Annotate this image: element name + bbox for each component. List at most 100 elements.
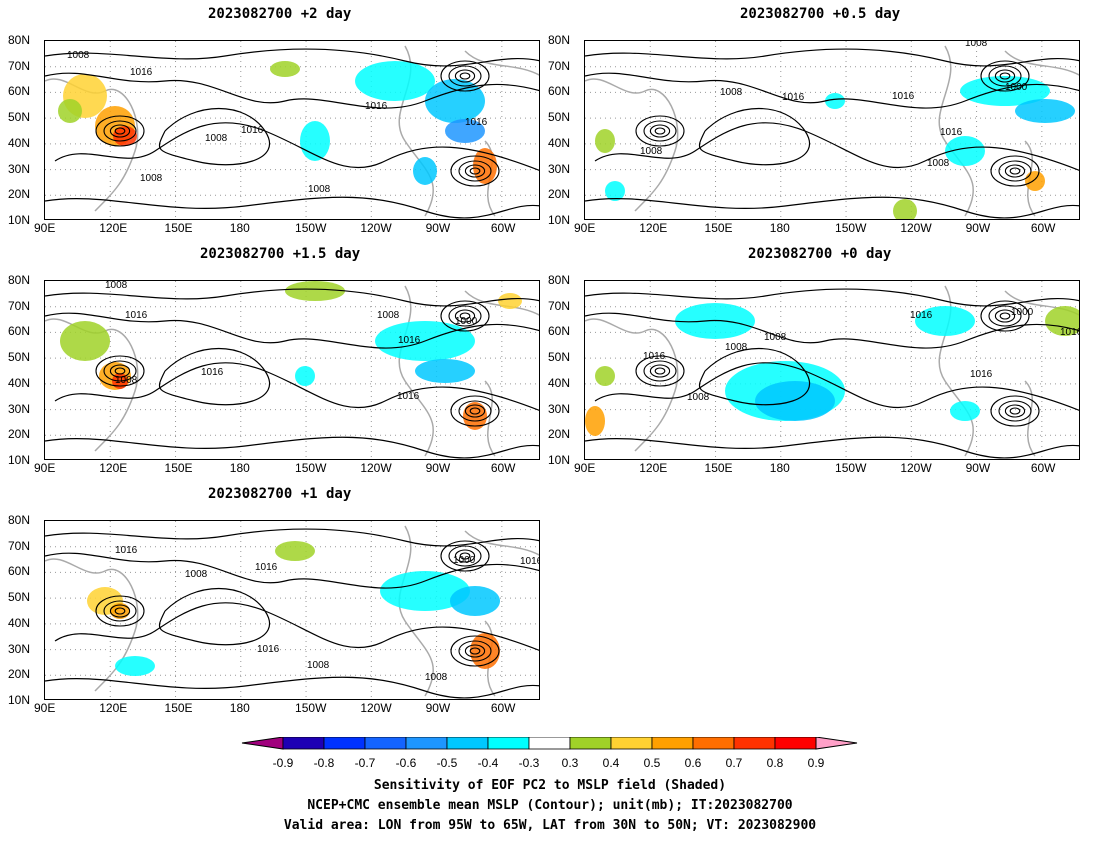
- colorbar-label: -0.4: [477, 756, 499, 770]
- colorbar-label: 0.9: [807, 756, 825, 770]
- colorbar-segment: [815, 737, 858, 750]
- lon-tick-label: 150W: [295, 701, 327, 715]
- low-pressure-contour: [464, 644, 486, 658]
- contour-label: 1008: [425, 672, 448, 683]
- contour-label: 1016: [520, 556, 540, 567]
- low-pressure-contour: [990, 395, 1040, 427]
- sensitivity-shading: [1025, 171, 1045, 191]
- sensitivity-shading: [60, 321, 110, 361]
- sensitivity-shading: [498, 293, 522, 309]
- low-pressure-contour: [1004, 404, 1026, 418]
- mslp-contour: [158, 107, 271, 166]
- lon-tick-label: 120E: [99, 701, 128, 715]
- lat-tick-label: 20N: [8, 427, 31, 442]
- contour-label: 1016: [257, 644, 280, 655]
- sensitivity-shading: [463, 402, 487, 430]
- sensitivity-shading: [425, 79, 485, 123]
- contour-label: 1016: [940, 127, 963, 138]
- colorbar-segment: [323, 737, 366, 750]
- sensitivity-shading: [285, 281, 345, 301]
- low-pressure-contour: [635, 355, 685, 387]
- lon-tick-label: 120W: [360, 701, 392, 715]
- map-plot: 1008 1016 1008 1016 1008 1016 1000 1016: [44, 280, 540, 460]
- lon-tick-label: 120E: [639, 221, 668, 235]
- lat-tick-label: 40N: [548, 375, 571, 390]
- low-pressure-contour: [998, 160, 1032, 182]
- low-pressure-contour: [990, 155, 1040, 187]
- low-pressure-contour: [459, 72, 471, 80]
- lon-tick-label: 150E: [704, 461, 733, 475]
- lat-tick-label: 50N: [548, 350, 571, 365]
- lat-tick-label: 80N: [8, 273, 31, 287]
- low-pressure-contour: [654, 127, 666, 135]
- colorbar-segment: [405, 737, 448, 750]
- low-pressure-contour: [448, 305, 482, 327]
- lon-tick-label: 90W: [425, 221, 451, 235]
- low-pressure-contour: [103, 360, 137, 382]
- lon-tick-label: 90E: [34, 221, 56, 235]
- low-pressure-contour: [109, 364, 131, 378]
- sensitivity-shading: [605, 181, 625, 201]
- mslp-contour: [45, 676, 539, 699]
- low-pressure-contour: [454, 69, 476, 83]
- contour-label: 1008: [965, 40, 988, 49]
- lon-tick-label: 120E: [99, 461, 128, 475]
- contour-label: 1016: [970, 369, 993, 380]
- low-pressure-contour: [469, 167, 481, 175]
- low-pressure-contour: [654, 367, 666, 375]
- colorbar-segment: [692, 737, 735, 750]
- contour-label: 1008: [105, 280, 128, 291]
- sensitivity-shading: [450, 586, 500, 616]
- mslp-contour: [45, 48, 539, 67]
- panel-title: 2023082700 +1.5 day: [200, 246, 361, 262]
- lat-tick-label: 30N: [548, 161, 571, 176]
- contour-label: 1000: [1011, 307, 1034, 318]
- mslp-contour: [585, 48, 1079, 67]
- mslp-contour: [45, 552, 539, 589]
- colorbar-segment: [733, 737, 776, 750]
- mslp-contour: [585, 312, 1079, 349]
- lat-tick-label: 20N: [548, 427, 571, 442]
- mslp-contour: [158, 347, 271, 406]
- low-pressure-contour: [440, 300, 490, 332]
- contour-label: 1016: [465, 117, 488, 128]
- low-pressure-contour: [459, 312, 471, 320]
- low-pressure-contour: [464, 404, 486, 418]
- mslp-contour: [594, 122, 1079, 171]
- low-pressure-contour: [1009, 407, 1021, 415]
- low-pressure-contour: [448, 65, 482, 87]
- lat-tick-label: 30N: [8, 401, 31, 416]
- coastline: [45, 45, 539, 217]
- lat-tick-label: 70N: [8, 298, 31, 313]
- sensitivity-shading: [355, 61, 435, 101]
- colorbar: [241, 737, 858, 750]
- mslp-contour: [45, 312, 539, 349]
- contour-label: 1008: [67, 50, 90, 61]
- contour-label: 1008: [687, 392, 710, 403]
- contour-label: 1008: [205, 133, 228, 144]
- lat-tick-label: 40N: [8, 375, 31, 390]
- mslp-contour: [585, 196, 1079, 219]
- colorbar-label: 0.3: [561, 756, 579, 770]
- colorbar-label: -0.8: [313, 756, 335, 770]
- panel-title: 2023082700 +1 day: [208, 486, 352, 502]
- low-pressure-contour: [469, 647, 481, 655]
- low-pressure-contour: [1009, 167, 1021, 175]
- contour-label: 1016: [125, 310, 148, 321]
- lon-tick-label: 120E: [99, 221, 128, 235]
- low-pressure-contour: [999, 72, 1011, 80]
- lat-tick-label: 80N: [548, 33, 571, 47]
- low-pressure-contour: [980, 60, 1030, 92]
- mslp-contour: [45, 288, 539, 307]
- sensitivity-shading: [945, 136, 985, 166]
- contour-label: 1000: [455, 316, 478, 327]
- contour-label: 1008: [725, 342, 748, 353]
- lat-tick-label: 60N: [548, 324, 571, 339]
- mslp-contour: [698, 347, 811, 406]
- lat-tick-label: 60N: [548, 84, 571, 99]
- low-pressure-contour: [988, 305, 1022, 327]
- low-pressure-contour: [448, 545, 482, 567]
- lon-tick-label: 180: [769, 461, 790, 475]
- contour-label: 1008: [185, 569, 208, 580]
- low-pressure-contour: [95, 595, 145, 627]
